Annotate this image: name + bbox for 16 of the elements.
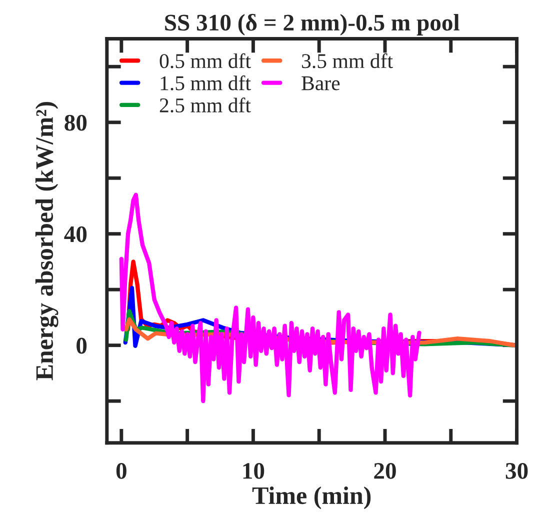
chart-title: SS 310 (δ = 2 mm)-0.5 m pool xyxy=(165,14,460,36)
x-axis-title: Time (min) xyxy=(252,486,371,510)
x-tick-label: 10 xyxy=(243,462,264,479)
y-tick-label: 0 xyxy=(76,338,87,354)
legend-label: 1.5 mm dft xyxy=(160,75,251,90)
x-tick-label: 30 xyxy=(506,462,528,479)
line-series xyxy=(119,192,422,404)
legend-label: 0.5 mm dft xyxy=(160,53,251,68)
legend-label: 2.5 mm dft xyxy=(160,98,251,113)
y-axis-title: Energy absorbed (kW/m²) xyxy=(35,102,58,380)
y-tick-label: 80 xyxy=(64,114,87,131)
x-tick-label: 0 xyxy=(116,462,126,479)
legend-label: 3.5 mm dft xyxy=(302,53,393,68)
y-tick-label: 40 xyxy=(64,226,87,242)
x-tick-label: 20 xyxy=(374,462,396,479)
legend-label: Bare xyxy=(302,76,340,90)
